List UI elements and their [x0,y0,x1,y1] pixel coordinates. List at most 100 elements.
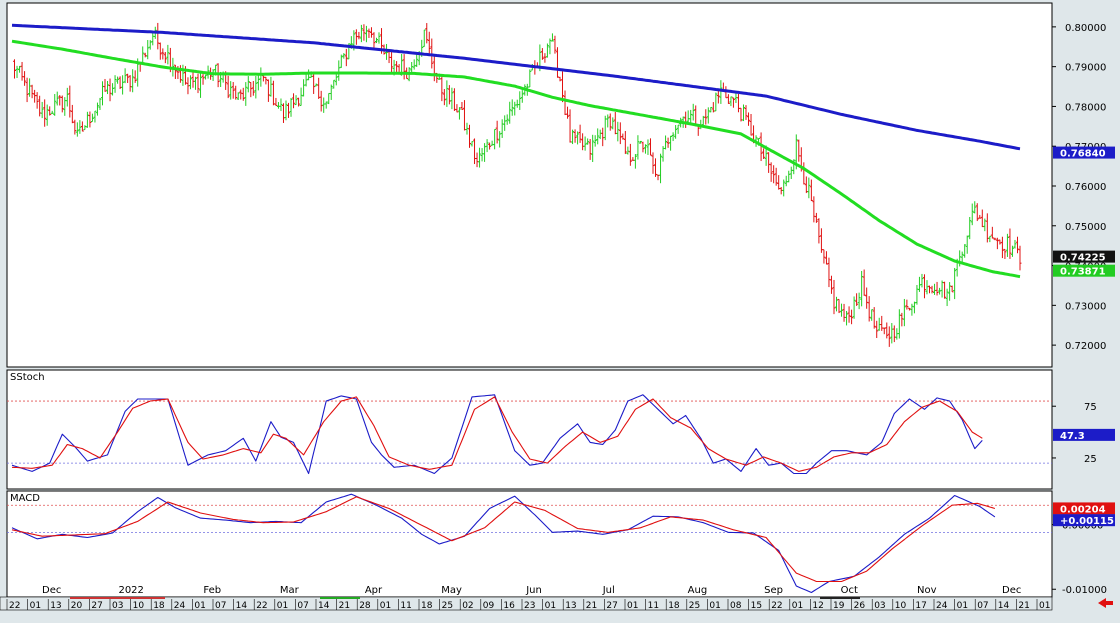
stoch-y-tick-label: 25 [1084,454,1097,465]
x-date-label: 01 [30,601,41,611]
x-date-label: 21 [339,601,350,611]
x-date-label: 18 [668,601,680,611]
price-badge: 0.73871 [1060,267,1106,278]
stoch-badge: 47.3 [1060,431,1085,442]
x-date-label: 07 [297,601,308,611]
macd-badge: +0.00115 [1060,516,1114,527]
x-date-label: 08 [730,601,742,611]
x-date-label: 09 [483,601,495,611]
x-date-label: 14 [998,601,1010,611]
x-date-label: 01 [194,601,205,611]
x-date-label: 24 [174,601,186,611]
price-y-tick-label: 0.79000 [1065,63,1106,74]
x-date-label: 01 [792,601,803,611]
date-strip [0,596,1053,611]
x-date-label: 01 [380,601,391,611]
x-date-label: 21 [586,601,597,611]
macd-y-tick-label: -0.01000 [1062,585,1107,596]
x-month-label: Mar [280,585,300,596]
stoch-panel [6,369,1053,490]
price-badge-bg [1053,146,1115,159]
x-month-label: Apr [365,585,383,596]
x-date-label: 22 [256,601,267,611]
x-date-label: 14 [236,601,248,611]
x-month-label: Oct [841,585,858,596]
x-date-label: 01 [277,601,288,611]
price-ma-line [11,39,1021,279]
x-month-label: 2022 [118,585,143,596]
x-date-label: 10 [133,601,145,611]
x-date-label: 02 [462,601,473,611]
x-date-label: 10 [895,601,907,611]
x-date-label: 19 [833,601,845,611]
x-month-label: Nov [917,585,937,596]
x-date-label: 23 [524,601,535,611]
macd-badge-bg [1053,502,1115,515]
x-date-label: 20 [71,601,83,611]
macd-panel [6,490,1053,598]
x-date-label: 11 [400,601,411,611]
price-badge: 0.74225 [1060,253,1106,264]
macd-title: MACD [10,493,40,504]
x-month-label: May [441,585,462,596]
price-y-tick-label: 0.78000 [1065,102,1106,113]
x-date-label: 13 [565,601,576,611]
x-month-label: Dec [42,585,61,596]
price-ma-line [11,23,1021,151]
price-y-tick-label: 0.80000 [1065,23,1106,34]
x-date-label: 28 [359,601,371,611]
x-date-label: 27 [91,601,102,611]
x-date-label: 22 [771,601,782,611]
price-badge-bg [1053,264,1115,277]
x-month-label: Aug [688,585,708,596]
price-panel [6,2,1053,368]
price-y-tick-label: 0.73000 [1065,301,1106,312]
x-date-label: 16 [503,601,515,611]
x-month-label: Jun [525,585,542,596]
stochastic-title: SStoch [10,372,45,383]
x-date-label: 11 [648,601,659,611]
x-date-label: 25 [689,601,700,611]
x-date-label: 07 [977,601,988,611]
date-strip-marker [70,597,165,599]
x-date-label: 21 [1018,601,1029,611]
x-date-label: 07 [215,601,226,611]
x-date-label: 17 [915,601,926,611]
x-date-label: 03 [112,601,123,611]
macd-badge: 0.00204 [1060,504,1106,515]
x-date-label: 03 [874,601,885,611]
x-date-label: 12 [812,601,823,611]
date-strip-marker [320,597,360,599]
price-badge: 0.76840 [1060,149,1106,160]
x-date-label: 15 [751,601,762,611]
x-date-label: 13 [50,601,61,611]
stoch-badge-bg [1053,428,1115,441]
price-y-tick-label: 0.72000 [1065,341,1106,352]
x-date-label: 22 [9,601,20,611]
price-y-tick-label: 0.76000 [1065,182,1106,193]
x-month-label: Sep [764,585,783,596]
x-month-label: Jul [602,585,615,596]
x-date-label: 25 [442,601,453,611]
macd-badge-bg [1053,514,1115,527]
x-date-label: 01 [627,601,638,611]
stochastic-line [11,396,983,472]
x-date-label: 01 [957,601,968,611]
macd-line [11,496,996,583]
x-date-label: 18 [153,601,165,611]
x-date-label: 14 [318,601,330,611]
price-y-tick-label: 0.75000 [1065,222,1106,233]
date-strip-marker [820,597,860,599]
x-date-label: 27 [606,601,617,611]
x-date-label: 24 [936,601,948,611]
x-date-label: 26 [854,601,866,611]
x-month-label: Feb [203,585,221,596]
stoch-y-tick-label: 75 [1084,402,1097,413]
x-month-label: Dec [1002,585,1021,596]
x-date-label: 18 [421,601,433,611]
x-date-label: 01 [709,601,720,611]
red-left-arrow-icon[interactable] [1098,598,1113,608]
x-date-label: 01 [545,601,556,611]
